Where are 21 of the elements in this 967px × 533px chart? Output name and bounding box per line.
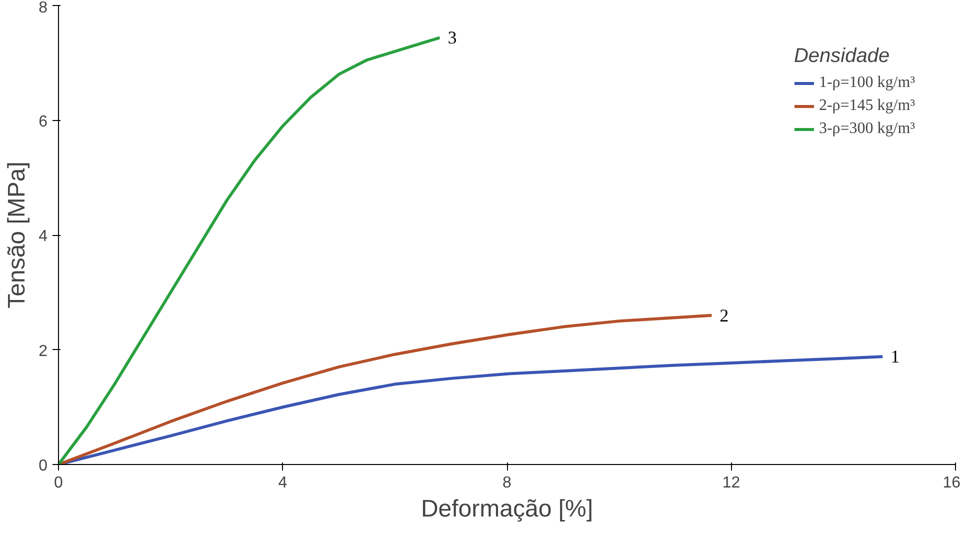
line-series [58,36,442,464]
annotation: 1 [890,346,900,367]
y-tick-label: 0 [38,458,48,474]
legend-label: 3-ρ=300 kg/m³ [818,120,915,138]
annotation: 2 [720,305,729,326]
legend-label: 2-ρ=145 kg/m³ [818,97,915,115]
y-tick-label: 2 [38,342,48,360]
x-tick-label: 4 [278,474,288,492]
y-axis-title: Tensão [MPa] [4,162,31,308]
x-tick-label: 16 [942,474,961,492]
x-tick-label: 0 [54,474,64,492]
x-axis-title: Deformação [%] [420,496,594,522]
line-series [58,314,714,464]
y-tick-label: 6 [38,113,48,130]
x-tick-label: 12 [722,474,740,492]
x-tick-label: 8 [502,474,512,492]
legend-label: 1-ρ=100 kg/m³ [818,74,915,92]
annotation: 3 [448,28,457,48]
y-tick-label: 4 [38,228,48,245]
y-tick-label: 8 [38,0,48,16]
legend-title: Densidade [794,45,891,68]
